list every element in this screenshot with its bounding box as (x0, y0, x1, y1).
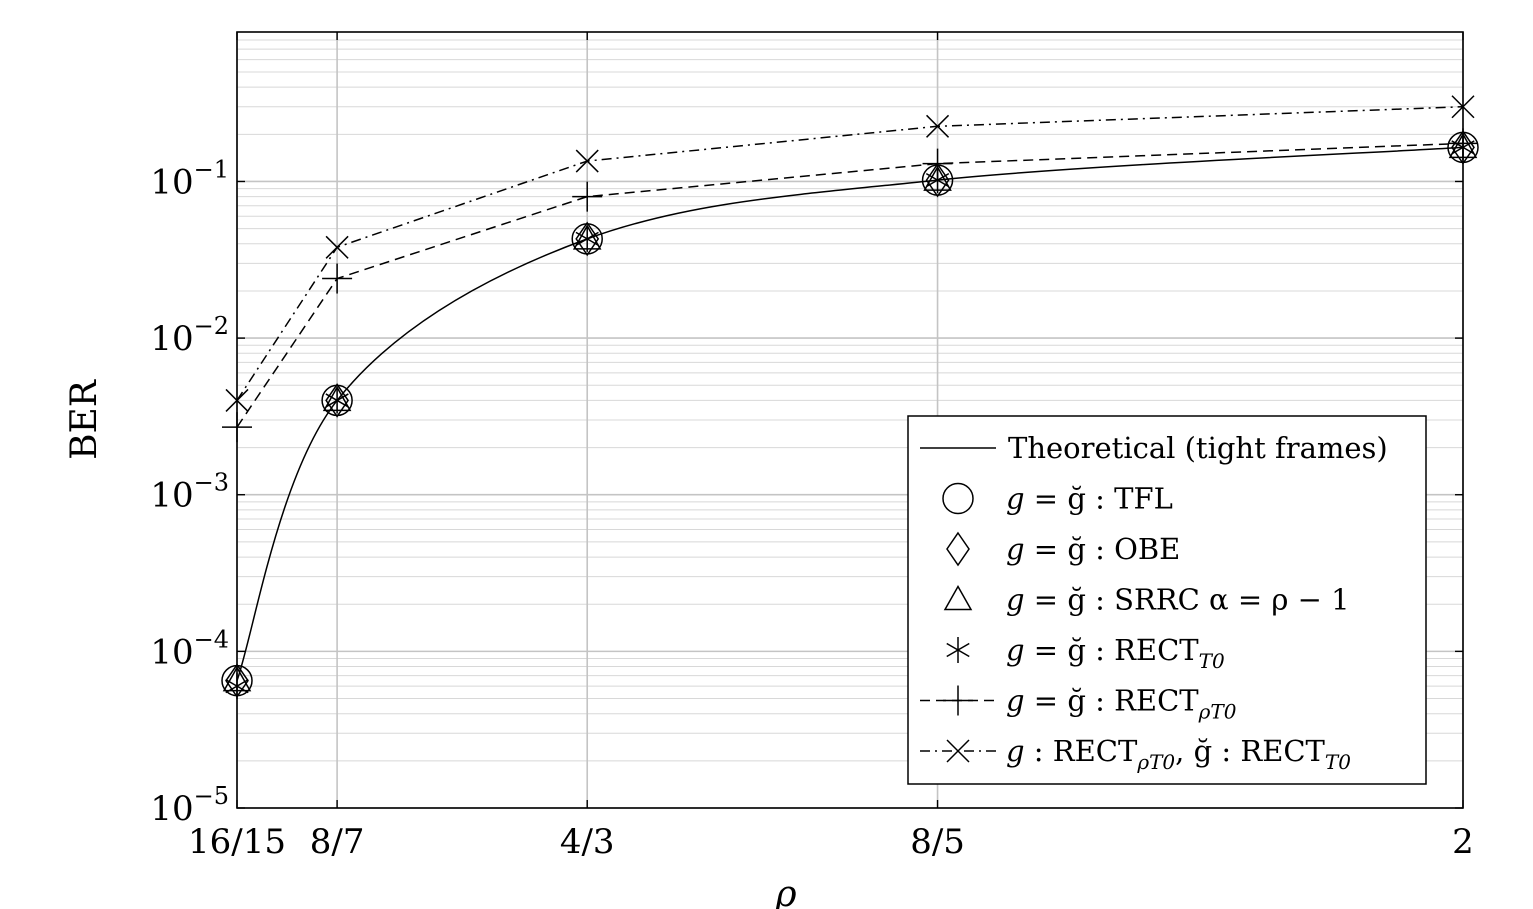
data-point-s6-1-stroke (325, 235, 349, 259)
y-tick-label: 10−1 (150, 155, 229, 202)
y-axis-label: BER (64, 379, 105, 460)
data-point-s2-2 (575, 221, 600, 257)
y-tick-label: 10−3 (150, 469, 229, 516)
y-tick-label: 10−5 (150, 782, 229, 829)
data-point-s4-3-stroke (925, 172, 950, 188)
data-point-s5-1 (322, 263, 353, 294)
legend-marker-stroke (946, 642, 970, 658)
x-axis-label: ρ (774, 874, 796, 909)
legend-marker-stroke (946, 739, 970, 763)
series-line-0 (236, 146, 1464, 681)
data-point-s2-1-shape (325, 383, 350, 418)
legend-label: g : RECTρT0, ğ : RECTT0 (1006, 734, 1351, 774)
legend-label: g = ğ : TFL (1006, 482, 1173, 516)
y-tick-label: 10−4 (150, 625, 229, 672)
legend-marker (946, 637, 970, 663)
legend: Theoretical (tight frames) g = ğ : TFL g =… (907, 415, 1427, 785)
legend-marker-shape (942, 482, 974, 515)
data-point-s4-2-stroke (575, 231, 599, 247)
data-point-s2-3-shape (925, 162, 950, 198)
legend-label: g = ğ : SRRC α = ρ − 1 (1006, 583, 1350, 617)
legend-label: g = ğ : OBE (1006, 532, 1180, 566)
series-line-5 (236, 142, 1464, 428)
x-tick-label: 4/3 (560, 822, 615, 862)
legend-entry-5: g = ğ : RECTρT0 (920, 684, 1237, 724)
x-tick-label: 8/7 (310, 822, 365, 862)
x-tick-label: 2 (1452, 822, 1474, 862)
data-point-s4-1 (325, 387, 349, 414)
data-point-s6-2 (575, 149, 599, 173)
legend-marker (943, 685, 973, 716)
data-point-s6-2-stroke (575, 149, 599, 173)
data-point-s6-3-stroke (926, 114, 950, 138)
data-point-s2-1 (325, 383, 350, 418)
data-point-s6-3 (926, 114, 950, 138)
legend-marker-shape (946, 531, 970, 567)
y-tick-label: 10−2 (150, 312, 229, 359)
legend-label: g = ğ : RECTT0 (1006, 633, 1225, 673)
data-point-s2-3 (925, 162, 950, 198)
legend-entry-3: g = ğ : SRRC α = ρ − 1 (943, 583, 1350, 617)
data-point-s5-3 (922, 148, 953, 179)
legend-label: g = ğ : RECTρT0 (1006, 684, 1237, 724)
x-tick-label: 8/5 (910, 822, 965, 862)
data-point-s2-2-shape (575, 221, 600, 257)
legend-marker (943, 584, 973, 611)
legend-entry-1: g = ğ : TFL (942, 482, 1173, 516)
data-point-s4-1-stroke (325, 393, 349, 408)
legend-entry-6: g : RECTρT0, ğ : RECTT0 (920, 734, 1351, 774)
legend-box (907, 415, 1427, 785)
data-point-s4-2 (575, 225, 599, 252)
data-point-s5-2 (572, 181, 603, 212)
legend-entry-2: g = ğ : OBE (946, 531, 1180, 567)
legend-marker (946, 739, 970, 763)
legend-marker (946, 531, 970, 567)
x-tick-label: 16/15 (188, 822, 286, 862)
legend-entry-4: g = ğ : RECTT0 (946, 633, 1225, 673)
legend-marker-shape (943, 584, 973, 611)
data-point-s6-1 (325, 235, 349, 259)
plot-frame (236, 31, 1464, 809)
legend-label: Theoretical (tight frames) (1008, 431, 1388, 465)
legend-marker (942, 482, 974, 515)
legend-entry-0: Theoretical (tight frames) (920, 431, 1388, 465)
y-tick-labels: 10−5 10−4 10−3 10−2 10−1 (150, 155, 229, 829)
x-tick-labels: 16/15 8/7 4/3 8/5 2 (188, 822, 1474, 862)
